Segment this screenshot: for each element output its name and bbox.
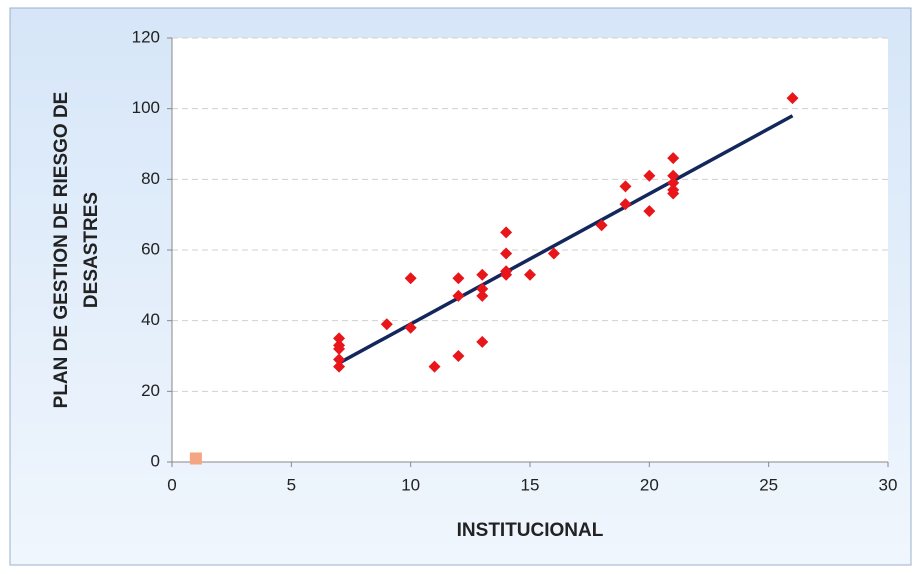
point <box>500 247 513 260</box>
y-tick-label: 0 <box>151 451 160 470</box>
x-tick-label: 10 <box>401 475 420 494</box>
plot-area <box>172 38 888 462</box>
point <box>500 268 513 281</box>
x-tick-label: 0 <box>167 475 176 494</box>
x-tick-label: 20 <box>640 475 659 494</box>
trendline <box>338 114 794 365</box>
point <box>404 321 417 334</box>
point <box>189 452 202 465</box>
point <box>547 247 560 260</box>
x-tick-label: 5 <box>287 475 296 494</box>
point <box>786 92 799 105</box>
point <box>476 335 489 348</box>
point <box>452 350 465 362</box>
x-tick-label: 30 <box>879 475 898 494</box>
point <box>667 152 680 165</box>
y-tick-label: 20 <box>141 381 160 400</box>
point <box>404 272 417 285</box>
y-tick-label: 60 <box>141 239 160 258</box>
point <box>500 226 513 239</box>
point <box>619 180 632 193</box>
point <box>452 272 465 285</box>
x-tick-label: 25 <box>759 475 778 494</box>
x-tick-label: 15 <box>521 475 540 494</box>
point <box>643 169 656 182</box>
point <box>333 353 346 366</box>
point <box>667 187 680 200</box>
point <box>333 360 346 373</box>
point <box>476 282 489 295</box>
x-axis-label: INSTITUCIONAL <box>457 520 604 541</box>
point <box>333 332 346 345</box>
point <box>643 205 656 218</box>
point <box>595 219 608 232</box>
point <box>667 176 680 189</box>
point <box>428 360 441 373</box>
y-tick-label: 120 <box>132 27 160 46</box>
point <box>452 289 465 302</box>
point <box>476 289 489 302</box>
point <box>524 268 536 281</box>
y-axis-label: PLAN DE GESTION DE RIESGO DE <box>51 92 72 409</box>
point <box>476 268 489 281</box>
point <box>380 318 393 331</box>
y-tick-label: 100 <box>132 98 160 117</box>
y-tick-label: 40 <box>141 310 160 329</box>
point <box>619 198 632 211</box>
y-tick-label: 80 <box>141 169 160 188</box>
y-axis-label: DESASTRES <box>81 192 102 308</box>
point <box>333 342 346 355</box>
point <box>667 169 680 182</box>
